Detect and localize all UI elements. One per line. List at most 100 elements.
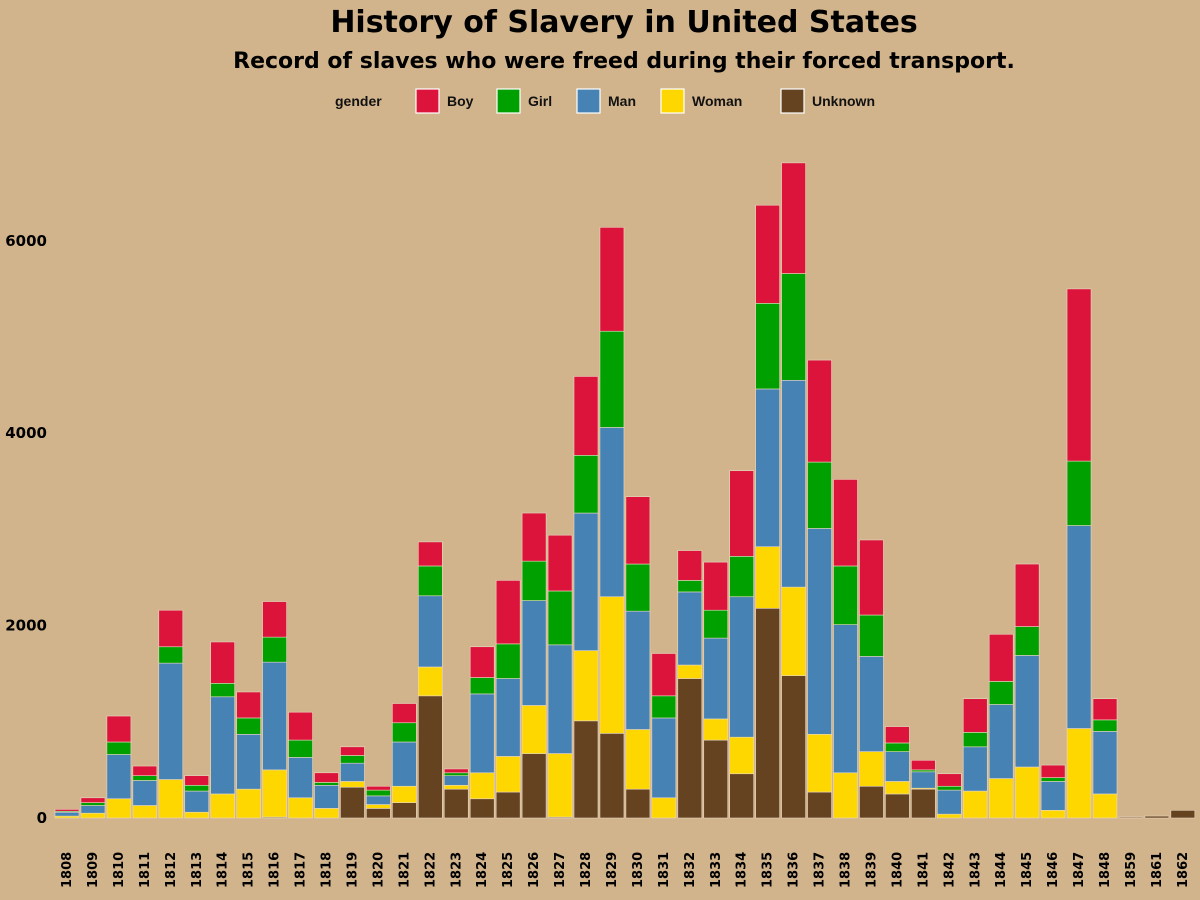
bar-segment-man-1826	[521, 600, 547, 706]
bar-segment-girl-1840	[885, 742, 910, 752]
x-tick-label: 1859	[1124, 852, 1139, 888]
x-tick-label: 1822	[423, 852, 438, 888]
y-tick-label: 6000	[5, 232, 47, 250]
bar-segment-girl-1815	[236, 717, 261, 735]
x-tick-label: 1824	[475, 852, 490, 888]
x-tick-label: 1845	[1020, 852, 1035, 888]
x-tick-label: 1826	[527, 852, 542, 888]
x-tick-label: 1817	[294, 852, 309, 888]
bar-segment-woman-1824	[469, 772, 495, 800]
bar-segment-man-1817	[288, 757, 313, 799]
bar-segment-unknown-1836	[781, 675, 806, 819]
bar-segment-girl-1809	[80, 802, 106, 806]
bar-segment-man-1829	[599, 427, 625, 598]
bar-segment-boy-1826	[521, 512, 547, 562]
legend-label: Girl	[528, 93, 552, 109]
legend-swatch	[780, 88, 805, 114]
x-tick-label: 1843	[968, 852, 983, 888]
bar-segment-unknown-1830	[625, 788, 651, 819]
bar-segment-man-1816	[262, 661, 287, 771]
legend-swatch	[660, 88, 685, 114]
x-tick-label: 1834	[735, 852, 750, 888]
bar-segment-girl-1837	[807, 461, 832, 529]
bar-segment-girl-1835	[755, 303, 780, 390]
bar-segment-woman-1843	[962, 790, 988, 819]
bar-segment-woman-1836	[781, 586, 806, 676]
bar-segment-unknown-1828	[573, 720, 599, 819]
x-tick-label: 1838	[839, 852, 854, 888]
bar-segment-boy-1846	[1040, 764, 1066, 778]
bar-segment-man-1814	[210, 696, 235, 795]
bar-segment-girl-1848	[1092, 719, 1118, 732]
bar-segment-woman-1826	[521, 705, 547, 754]
bar-segment-woman-1833	[703, 718, 729, 741]
bar-segment-boy-1818	[314, 772, 339, 783]
bar-segment-man-1834	[729, 596, 755, 738]
bar-segment-boy-1847	[1066, 288, 1092, 462]
bar-segment-woman-1832	[677, 664, 703, 679]
bar-segment-girl-1839	[859, 614, 884, 657]
bar-segment-man-1810	[106, 754, 132, 800]
bar-segment-unknown-1837	[807, 791, 832, 819]
bar-segment-boy-1831	[651, 653, 677, 697]
bar-segment-man-1809	[80, 805, 106, 814]
bar-segment-boy-1834	[729, 470, 755, 557]
bar-segment-man-1808	[54, 811, 80, 817]
y-tick-label: 2000	[5, 617, 47, 635]
x-tick-label: 1844	[994, 852, 1009, 888]
bar-segment-woman-1812	[158, 779, 184, 819]
x-tick-label: 1839	[864, 852, 879, 888]
bar-segment-girl-1843	[962, 732, 988, 748]
bar-segment-unknown-1823	[443, 788, 469, 819]
x-tick-label: 1816	[268, 852, 283, 888]
bar-segment-boy-1811	[132, 765, 158, 776]
legend-item-boy: Boy	[415, 88, 474, 114]
bar-segment-boy-1820	[366, 785, 391, 791]
bar-segment-boy-1814	[210, 641, 235, 684]
bar-segment-woman-1846	[1040, 809, 1066, 819]
x-tick-label: 1837	[813, 852, 828, 888]
bar-segment-woman-1838	[833, 772, 858, 819]
bar-segment-woman-1827	[547, 753, 573, 818]
bar-segment-boy-1809	[80, 797, 106, 803]
x-tick-label: 1836	[787, 852, 802, 888]
bar-segment-unknown-1833	[703, 739, 729, 819]
x-tick-label: 1819	[345, 852, 360, 888]
bar-segment-girl-1830	[625, 563, 651, 612]
bar-segment-man-1848	[1092, 731, 1118, 795]
bar-segment-unknown-1819	[340, 786, 365, 819]
bar-segment-woman-1844	[988, 778, 1014, 819]
bar-segment-girl-1817	[288, 739, 313, 758]
bar-segment-woman-1816	[262, 769, 287, 818]
bar-segment-woman-1814	[210, 793, 235, 819]
x-tick-label: 1831	[657, 852, 672, 888]
bar-segment-boy-1819	[340, 746, 365, 756]
chart-subtitle: Record of slaves who were freed during t…	[233, 49, 1015, 74]
x-tick-label: 1829	[605, 852, 620, 888]
bar-segment-boy-1837	[807, 359, 832, 463]
bar-segment-girl-1844	[988, 681, 1014, 705]
bar-segment-boy-1833	[703, 561, 729, 611]
bar-segment-man-1842	[936, 789, 962, 815]
bar-segment-unknown-1821	[392, 802, 417, 819]
bar-segment-boy-1839	[859, 539, 884, 616]
legend-item-man: Man	[576, 88, 636, 114]
bar-segment-unknown-1841	[911, 788, 936, 819]
bar-segment-girl-1845	[1014, 626, 1040, 656]
x-tick-label: 1810	[112, 852, 127, 888]
bar-segment-woman-1837	[807, 734, 832, 793]
x-tick-label: 1820	[371, 852, 386, 888]
bar-segment-woman-1823	[443, 784, 469, 790]
bar-segment-man-1811	[132, 780, 158, 806]
bar-segment-girl-1816	[262, 636, 287, 663]
bar-segment-woman-1847	[1066, 728, 1092, 819]
bar-segment-unknown-1832	[677, 678, 703, 819]
x-tick-label: 1841	[916, 852, 931, 888]
bar-segment-man-1835	[755, 388, 780, 548]
bar-segment-man-1844	[988, 704, 1014, 779]
bar-segment-woman-1834	[729, 736, 755, 775]
bar-segment-unknown-1839	[859, 785, 884, 819]
bar-segment-boy-1828	[573, 376, 599, 456]
legend-label: Woman	[692, 93, 742, 109]
bar-segment-man-1843	[962, 746, 988, 792]
